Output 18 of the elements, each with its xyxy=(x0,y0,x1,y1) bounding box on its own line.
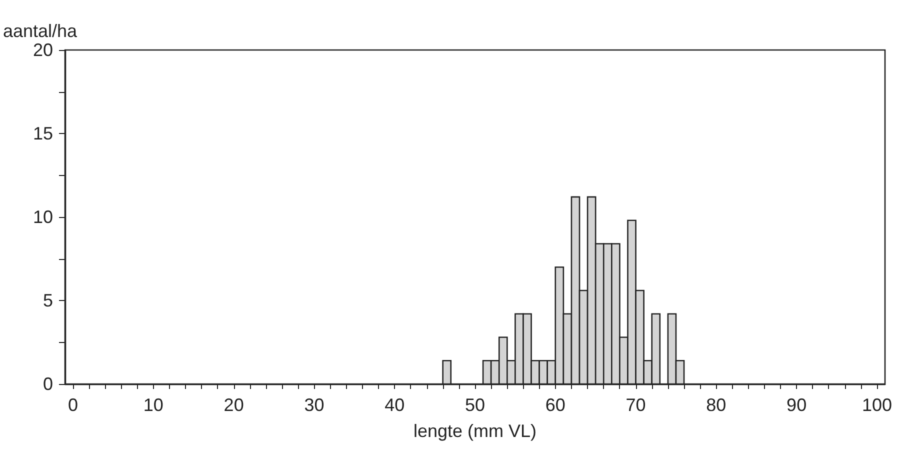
x-tick-label: 0 xyxy=(68,395,78,415)
x-tick-label: 90 xyxy=(786,395,807,415)
y-tick-label: 20 xyxy=(32,40,53,60)
y-tick-label: 0 xyxy=(42,374,53,394)
y-axis-title: aantal/ha xyxy=(3,21,78,41)
y-tick-label: 15 xyxy=(32,124,53,144)
y-tick-label: 10 xyxy=(32,207,53,227)
x-tick-label: 100 xyxy=(862,395,892,415)
x-tick-label: 60 xyxy=(545,395,566,415)
x-tick-label: 30 xyxy=(304,395,324,415)
x-tick-label: 20 xyxy=(224,395,244,415)
y-tick-label: 5 xyxy=(42,290,53,310)
x-tick-label: 10 xyxy=(143,395,164,415)
x-tick-label: 40 xyxy=(384,395,405,415)
x-axis-title: lengte (mm VL) xyxy=(413,421,537,441)
x-tick-label: 80 xyxy=(706,395,726,415)
x-tick-label: 50 xyxy=(464,395,486,415)
x-tick-label: 70 xyxy=(626,395,646,415)
